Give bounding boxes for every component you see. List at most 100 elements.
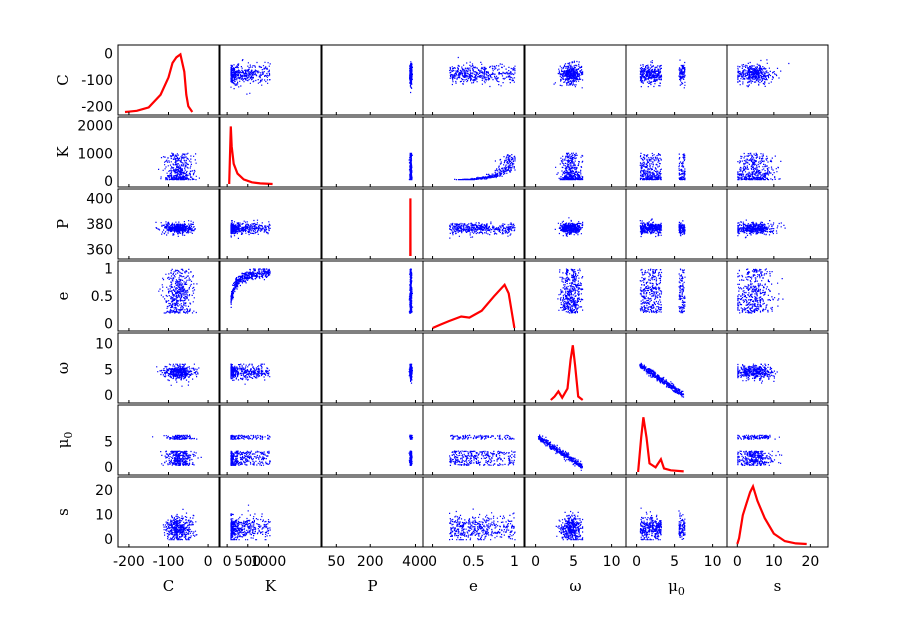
y-tick-label: 400 (86, 191, 113, 207)
panel-P-vs-ω (524, 188, 627, 260)
x-tick-label: 20 (801, 554, 819, 570)
y-tick-label: 380 (86, 217, 113, 233)
scatter-points (158, 152, 200, 181)
scatter-points (156, 363, 200, 387)
x-tick-label: 1 (510, 554, 519, 570)
panel-frame (321, 332, 424, 404)
panel-K-vs-P (321, 116, 424, 188)
panel-marks (639, 218, 686, 238)
panel-marks (230, 434, 271, 466)
scatter-points (449, 221, 516, 239)
panel-frame (219, 476, 322, 548)
panel-marks (550, 345, 584, 401)
panel-frame (422, 332, 525, 404)
panel-marks (158, 152, 200, 181)
y-tick-label: 0 (104, 460, 113, 476)
scatter-points (449, 56, 516, 88)
x-tick-label: 500 (234, 554, 261, 570)
scatter-points (555, 510, 584, 541)
panel-frame (625, 188, 728, 260)
scatter-points (155, 220, 196, 237)
panel-μ-vs-K (219, 404, 322, 476)
panel-s-vs-K (219, 476, 322, 548)
scatter-points (553, 60, 584, 89)
panel-K-vs-K (219, 116, 322, 188)
panel-marks (449, 508, 516, 541)
panel-marks (737, 152, 782, 181)
scatter-points (639, 507, 686, 541)
scatter-points (408, 268, 414, 314)
scatter-points (408, 152, 413, 181)
panel-s-vs-e (422, 476, 525, 548)
panel-P-vs-K (219, 188, 322, 260)
y-tick-label: 5 (104, 362, 113, 378)
x-label-s: s (774, 577, 782, 595)
x-tick-label: 0 (223, 554, 232, 570)
density-line-e (432, 282, 516, 330)
y-tick-label: 1 (104, 261, 113, 277)
y-tick-label: 2000 (77, 119, 113, 135)
x-tick-label: 0 (531, 554, 540, 570)
panel-e-vs-P (321, 260, 424, 332)
panel-marks (432, 282, 516, 330)
y-tick-label: 20 (95, 483, 113, 499)
scatter-points (639, 268, 686, 314)
panel-frame (219, 332, 322, 404)
panel-marks (230, 268, 271, 308)
panel-marks (555, 152, 584, 181)
panel-P-vs-μ (625, 188, 728, 260)
scatter-points (162, 508, 198, 541)
panel-K-vs-C (117, 116, 220, 188)
panel-ω-vs-e (422, 332, 525, 404)
density-line-K (228, 126, 273, 186)
panel-marks (449, 434, 516, 466)
scatter-points (230, 363, 271, 385)
y-tick-label: 1000 (77, 146, 113, 162)
y-label-s: s (54, 508, 72, 516)
scatter-points (158, 268, 198, 314)
y-tick-label: -100 (81, 73, 113, 89)
x-tick-label: 200 (357, 554, 384, 570)
panel-marks (737, 363, 778, 384)
panel-ω-vs-P (321, 332, 424, 404)
panel-grid (117, 44, 829, 548)
panel-ω-vs-ω (524, 332, 627, 404)
scatter-points (554, 217, 584, 237)
scatter-points (555, 152, 584, 181)
y-label-μ: μ0 (54, 432, 75, 449)
panel-s-vs-μ (625, 476, 728, 548)
panel-marks (156, 363, 200, 387)
panel-C-vs-C (117, 44, 220, 116)
panel-C-vs-P (321, 44, 424, 116)
panel-marks (737, 59, 790, 88)
panel-K-vs-e (422, 116, 525, 188)
panel-C-vs-K (219, 44, 322, 116)
panel-e-vs-e (422, 260, 525, 332)
panel-frame (219, 188, 322, 260)
x-label-P: P (367, 577, 377, 595)
y-tick-label: 0 (104, 46, 113, 62)
scatter-points (449, 434, 516, 466)
panel-ω-vs-μ (625, 332, 728, 404)
y-label-P: P (54, 219, 72, 229)
x-tick-label: 400 (402, 554, 429, 570)
panel-marks (555, 510, 584, 541)
panel-marks (736, 483, 807, 546)
panel-marks (737, 219, 786, 239)
panel-e-vs-ω (524, 260, 627, 332)
panel-marks (639, 59, 686, 89)
x-tick-label: 5 (670, 554, 679, 570)
panel-P-vs-s (726, 188, 829, 260)
panel-e-vs-μ (625, 260, 728, 332)
panel-marks (449, 56, 516, 88)
panel-frame (625, 260, 728, 332)
panel-marks (162, 508, 198, 541)
panel-marks (637, 417, 684, 473)
panel-μ-vs-s (726, 404, 829, 476)
x-tick-label: 10 (765, 554, 783, 570)
panel-e-vs-K (219, 260, 322, 332)
tick-labels: 0-100-20020001000040038036010.5010505020… (77, 46, 819, 570)
y-tick-label: 0.5 (91, 289, 113, 305)
panel-marks (124, 52, 194, 114)
x-tick-label: 10 (603, 554, 621, 570)
